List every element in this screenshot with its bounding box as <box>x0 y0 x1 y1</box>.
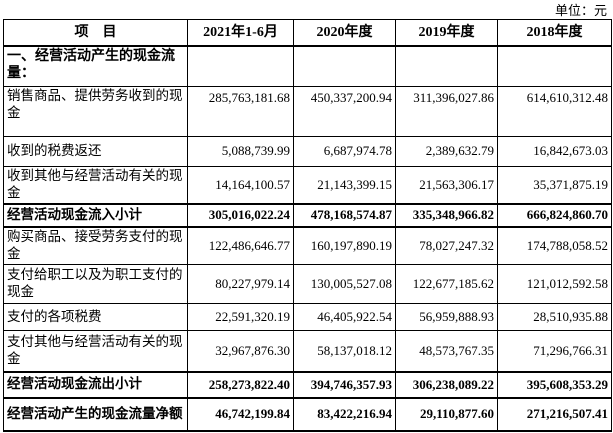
cell-value <box>395 44 498 87</box>
cell-value: 121,012,592.58 <box>497 264 612 305</box>
row-label: 经营活动现金流出小计 <box>3 370 188 399</box>
table-row-net-operating-cash-flow: 经营活动产生的现金流量净额 46,742,199.84 83,422,216.9… <box>3 396 612 432</box>
table-row-operating-outflow-subtotal: 经营活动现金流出小计 258,273,822.40 394,746,357.93… <box>3 370 612 399</box>
cell-value: 285,763,181.68 <box>187 86 294 137</box>
cell-value: 28,510,935.88 <box>497 303 612 332</box>
cell-value: 46,742,199.84 <box>187 396 294 432</box>
table-row-other-operating-received: 收到其他与经营活动有关的现金 14,164,100.57 21,143,399.… <box>3 165 612 205</box>
row-label: 支付给职工以及为职工支付的现金 <box>3 264 188 305</box>
cell-value: 394,746,357.93 <box>293 370 396 399</box>
table-row-goods-services-paid: 购买商品、接受劳务支付的现金 122,486,646.77 160,197,89… <box>3 226 612 266</box>
cell-value: 666,824,860.70 <box>497 202 612 228</box>
table-row-operating-inflow-subtotal: 经营活动现金流入小计 305,016,022.24 478,168,574.87… <box>3 202 612 228</box>
cell-value: 58,137,018.12 <box>293 330 396 373</box>
unit-label: 单位：元 <box>554 3 607 18</box>
cell-value: 16,842,673.03 <box>497 136 612 167</box>
row-label: 收到的税费返还 <box>3 136 188 167</box>
table-row-section-operating: 一、经营活动产生的现金流量： <box>3 44 612 87</box>
cell-value: 614,610,312.48 <box>497 86 612 137</box>
cell-value: 2,389,632.79 <box>395 136 498 167</box>
cell-value <box>187 44 294 87</box>
cell-value: 14,164,100.57 <box>187 165 294 205</box>
row-label: 一、经营活动产生的现金流量： <box>3 44 188 87</box>
cell-value: 6,687,974.78 <box>293 136 396 167</box>
cell-value: 32,967,876.30 <box>187 330 294 373</box>
cell-value: 450,337,200.94 <box>293 86 396 137</box>
table-header-row: 项 目 2021年1-6月 2020年度 2019年度 2018年度 <box>3 19 612 46</box>
row-label: 销售商品、提供劳务收到的现金 <box>3 86 188 137</box>
col-header-2019: 2019年度 <box>395 19 498 46</box>
cell-value: 48,573,767.35 <box>395 330 498 373</box>
cell-value: 46,405,922.54 <box>293 303 396 332</box>
table-row-sales-cash-received: 销售商品、提供劳务收到的现金 285,763,181.68 450,337,20… <box>3 86 612 137</box>
row-label: 经营活动现金流入小计 <box>3 202 188 228</box>
col-header-2020: 2020年度 <box>293 19 396 46</box>
cell-value: 305,016,022.24 <box>187 202 294 228</box>
cell-value: 80,227,979.14 <box>187 264 294 305</box>
row-label: 支付的各项税费 <box>3 303 188 332</box>
col-header-2018: 2018年度 <box>497 19 612 46</box>
cell-value: 271,216,507.41 <box>497 396 612 432</box>
table-row-other-operating-paid: 支付其他与经营活动有关的现金 32,967,876.30 58,137,018.… <box>3 330 612 373</box>
col-header-2021h1: 2021年1-6月 <box>187 19 294 46</box>
cell-value: 78,027,247.32 <box>395 226 498 266</box>
col-header-item: 项 目 <box>3 19 188 46</box>
row-label: 购买商品、接受劳务支付的现金 <box>3 226 188 266</box>
table-row-taxes-paid: 支付的各项税费 22,591,320.19 46,405,922.54 56,9… <box>3 303 612 332</box>
cell-value: 29,110,877.60 <box>395 396 498 432</box>
cell-value: 56,959,888.93 <box>395 303 498 332</box>
cell-value: 395,608,353.29 <box>497 370 612 399</box>
cell-value: 160,197,890.19 <box>293 226 396 266</box>
cell-value: 311,396,027.86 <box>395 86 498 137</box>
cell-value: 83,422,216.94 <box>293 396 396 432</box>
table-row-tax-refunds: 收到的税费返还 5,088,739.99 6,687,974.78 2,389,… <box>3 136 612 167</box>
cell-value: 122,486,646.77 <box>187 226 294 266</box>
table-row-employee-payments: 支付给职工以及为职工支付的现金 80,227,979.14 130,005,52… <box>3 264 612 305</box>
cell-value: 21,143,399.15 <box>293 165 396 205</box>
cell-value: 22,591,320.19 <box>187 303 294 332</box>
cell-value: 71,296,766.31 <box>497 330 612 373</box>
cell-value: 21,563,306.17 <box>395 165 498 205</box>
cell-value: 306,238,089.22 <box>395 370 498 399</box>
cash-flow-table: 项 目 2021年1-6月 2020年度 2019年度 2018年度 一、经营活… <box>3 19 612 432</box>
row-label: 经营活动产生的现金流量净额 <box>3 396 188 432</box>
cell-value: 122,677,185.62 <box>395 264 498 305</box>
row-label: 支付其他与经营活动有关的现金 <box>3 330 188 373</box>
cell-value: 130,005,527.08 <box>293 264 396 305</box>
cell-value <box>497 44 612 87</box>
cell-value <box>293 44 396 87</box>
cell-value: 258,273,822.40 <box>187 370 294 399</box>
cell-value: 5,088,739.99 <box>187 136 294 167</box>
cell-value: 478,168,574.87 <box>293 202 396 228</box>
cell-value: 35,371,875.19 <box>497 165 612 205</box>
cell-value: 174,788,058.52 <box>497 226 612 266</box>
cell-value: 335,348,966.82 <box>395 202 498 228</box>
row-label: 收到其他与经营活动有关的现金 <box>3 165 188 205</box>
